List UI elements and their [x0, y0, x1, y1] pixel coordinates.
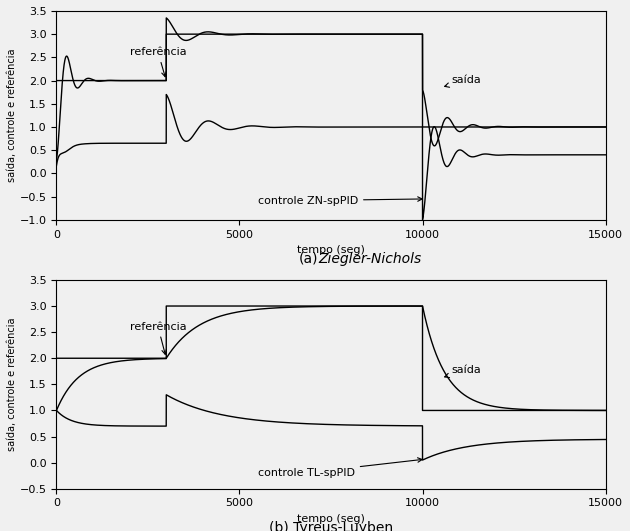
Text: saída: saída — [445, 365, 481, 378]
X-axis label: tempo (seg): tempo (seg) — [297, 514, 365, 524]
Text: referência: referência — [130, 322, 186, 354]
Text: controle TL-spPID: controle TL-spPID — [258, 458, 422, 478]
Text: saída: saída — [445, 75, 481, 87]
Text: (b) Tyreus-Luyben: (b) Tyreus-Luyben — [269, 520, 393, 531]
Text: referência: referência — [130, 47, 186, 76]
Y-axis label: saída, controle e referência: saída, controle e referência — [7, 49, 17, 182]
Text: controle ZN-spPID: controle ZN-spPID — [258, 195, 422, 205]
Text: (a): (a) — [299, 252, 318, 266]
Y-axis label: saída, controle e referência: saída, controle e referência — [7, 318, 17, 451]
X-axis label: tempo (seg): tempo (seg) — [297, 245, 365, 255]
Text: Ziegler-Nichols: Ziegler-Nichols — [318, 252, 421, 266]
